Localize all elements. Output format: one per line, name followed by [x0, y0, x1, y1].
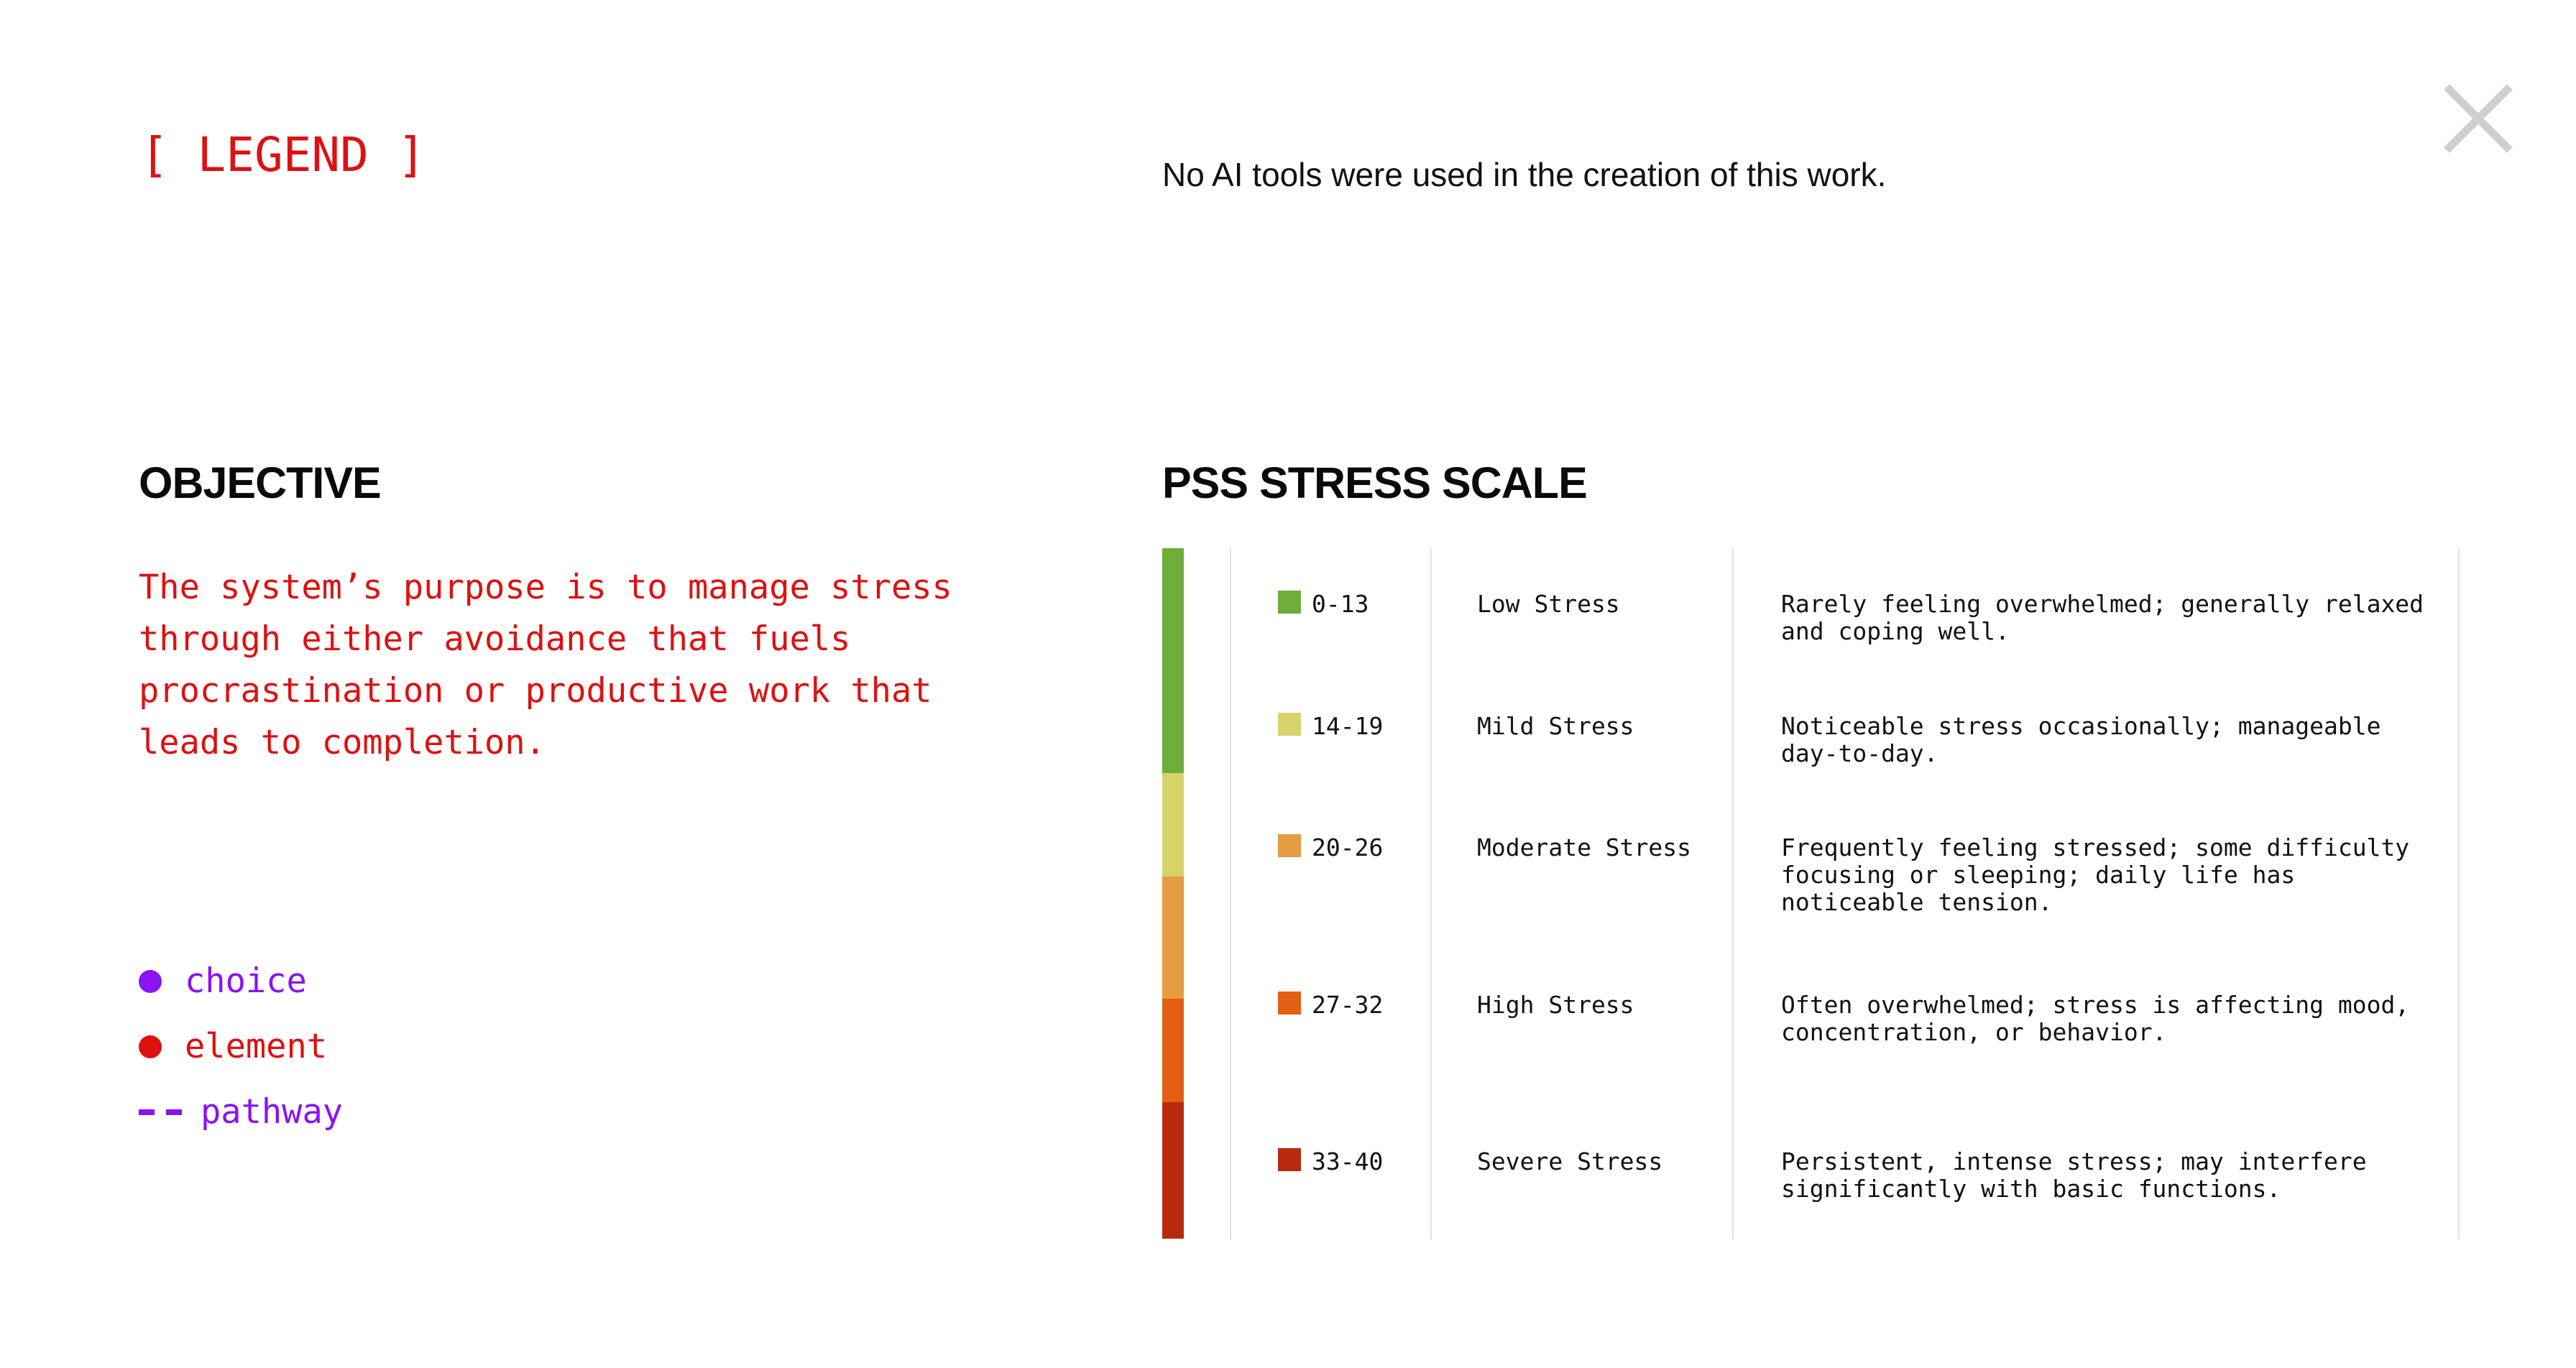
stress-color-bar	[1162, 548, 1184, 1239]
score-range: 0-13	[1312, 590, 1369, 618]
column-divider	[1430, 548, 1432, 1239]
scale-segment-2	[1162, 877, 1184, 999]
legend-label: choice	[185, 961, 307, 1001]
column-divider	[2458, 548, 2460, 1239]
stress-description: Persistent, intense stress; may interfer…	[1781, 1147, 2367, 1203]
objective-heading: OBJECTIVE	[139, 458, 382, 507]
score-range: 33-40	[1312, 1147, 1384, 1175]
stress-level: Severe Stress	[1477, 1147, 1663, 1175]
legend-item-pathway: pathway	[139, 1079, 343, 1145]
stress-level: Low Stress	[1477, 590, 1620, 618]
legend-label: element	[185, 1027, 328, 1066]
color-swatch-icon	[1278, 591, 1301, 614]
red-dot-icon	[139, 1035, 162, 1058]
stress-level: Moderate Stress	[1477, 833, 1692, 861]
score-range: 27-32	[1312, 991, 1384, 1019]
scale-segment-0	[1162, 548, 1184, 773]
objective-text: The system’s purpose is to manage stress…	[139, 568, 952, 762]
column-divider	[1230, 548, 1231, 1239]
color-swatch-icon	[1278, 713, 1301, 736]
stress-description: Noticeable stress occasionally; manageab…	[1781, 712, 2381, 767]
color-swatch-icon	[1278, 834, 1301, 857]
close-button[interactable]	[2439, 80, 2517, 157]
legend-list: choice element pathway	[139, 948, 343, 1145]
color-swatch-icon	[1278, 1148, 1301, 1171]
stress-description: Frequently feeling stressed; some diffic…	[1781, 833, 2410, 916]
scale-segment-4	[1162, 1102, 1184, 1239]
column-divider	[1732, 548, 1734, 1239]
stress-description: Rarely feeling overwhelmed; generally re…	[1781, 590, 2424, 645]
color-swatch-icon	[1278, 992, 1301, 1015]
stress-level: High Stress	[1477, 991, 1634, 1019]
scale-segment-3	[1162, 999, 1184, 1102]
close-icon	[2444, 84, 2513, 153]
legend-title: [ LEGEND ]	[140, 127, 426, 182]
ai-disclaimer: No AI tools were used in the creation of…	[1162, 156, 1887, 193]
legend-item-choice: choice	[139, 948, 343, 1014]
pss-heading: PSS STRESS SCALE	[1162, 458, 1588, 507]
score-range: 20-26	[1312, 833, 1384, 861]
scale-segment-1	[1162, 773, 1184, 877]
legend-item-element: element	[139, 1014, 343, 1079]
score-range: 14-19	[1312, 712, 1384, 740]
dashed-line-icon	[139, 1109, 182, 1115]
stress-level: Mild Stress	[1477, 712, 1634, 740]
stress-description: Often overwhelmed; stress is affecting m…	[1781, 991, 2410, 1046]
purple-dot-icon	[139, 969, 162, 993]
legend-label: pathway	[201, 1092, 344, 1132]
